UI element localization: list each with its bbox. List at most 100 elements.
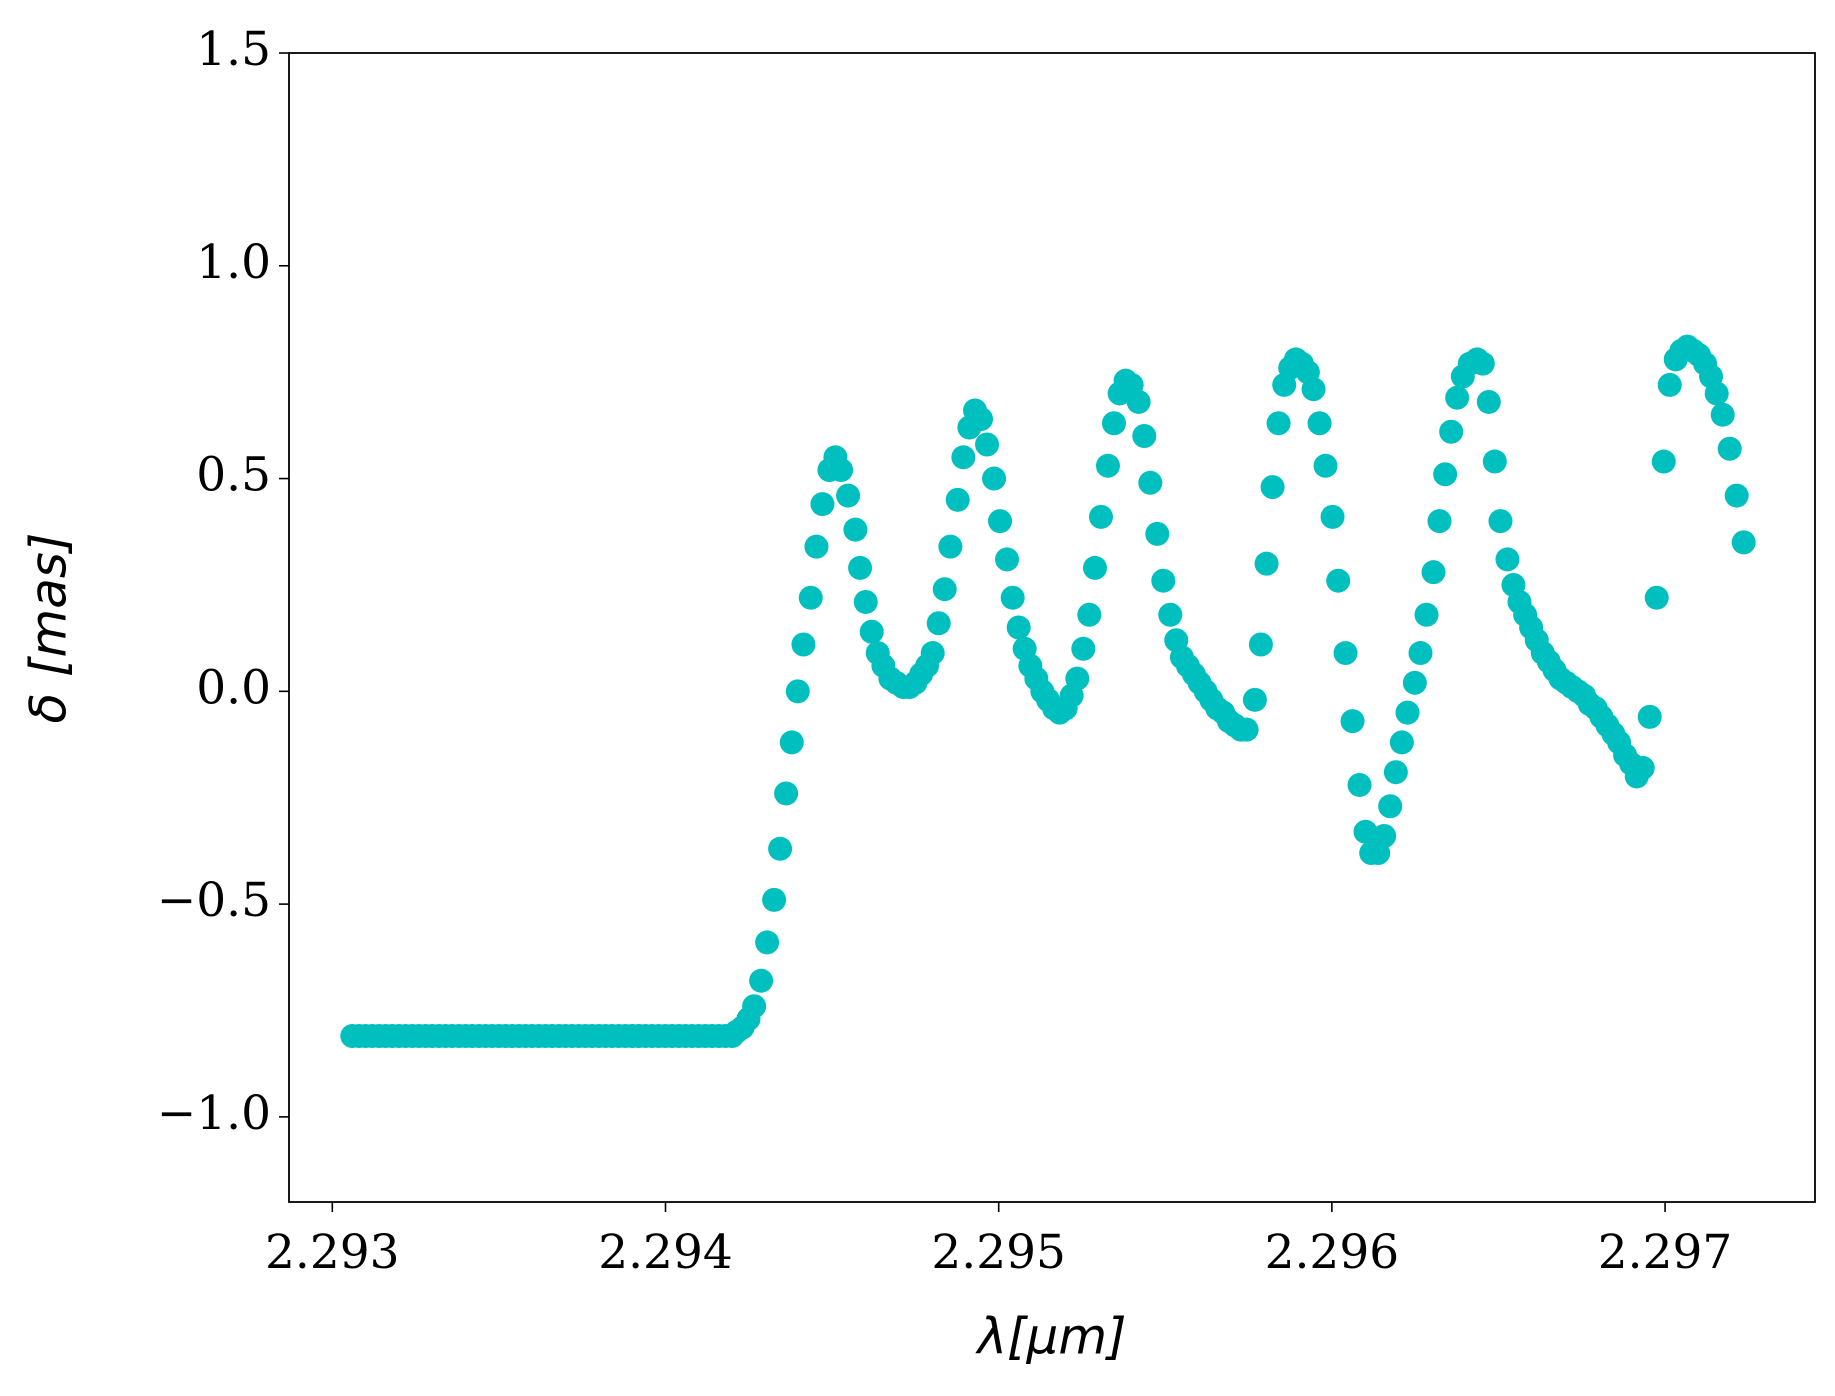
point: [1071, 636, 1096, 661]
point: [1333, 641, 1358, 666]
point: [843, 517, 868, 542]
point: [1395, 700, 1420, 725]
point: [951, 445, 976, 470]
point: [1724, 483, 1749, 508]
point: [1260, 475, 1285, 500]
point: [1065, 666, 1090, 691]
point: [1326, 568, 1351, 593]
x-axis-label: λ[μm]: [974, 1308, 1126, 1366]
point: [1353, 819, 1378, 844]
point: [1000, 585, 1025, 610]
point: [1234, 717, 1259, 742]
point: [774, 781, 799, 806]
point: [1307, 411, 1332, 436]
y-tick-label: 0.5: [196, 448, 271, 503]
y-tick-label: −0.5: [157, 873, 271, 928]
point: [1637, 704, 1662, 729]
y-tick-label: 1.5: [196, 22, 271, 77]
point: [1340, 709, 1365, 734]
point: [1126, 389, 1151, 414]
point: [836, 483, 861, 508]
point: [1145, 521, 1170, 546]
point: [920, 641, 945, 666]
point: [785, 679, 810, 704]
point: [853, 589, 878, 614]
point: [1427, 509, 1452, 534]
x-tick-label: 2.294: [598, 1225, 733, 1280]
point: [749, 968, 774, 993]
point: [1445, 385, 1470, 410]
point: [926, 611, 951, 636]
point: [1389, 730, 1414, 755]
y-tick-label: 1.0: [196, 235, 271, 290]
point: [762, 887, 787, 912]
point: [1731, 530, 1756, 555]
y-tick-label: −1.0: [157, 1086, 271, 1141]
x-tick-label: 2.295: [931, 1225, 1066, 1280]
point: [1082, 555, 1107, 580]
point: [1248, 632, 1273, 657]
point: [1158, 602, 1183, 627]
point: [1488, 509, 1513, 534]
point: [938, 534, 963, 559]
point: [1439, 419, 1464, 444]
point: [982, 466, 1007, 491]
y-axis-label: δ [mas]: [20, 533, 78, 724]
point: [810, 492, 835, 517]
point: [848, 555, 873, 580]
point: [1254, 551, 1279, 576]
x-tick-label: 2.296: [1265, 1225, 1400, 1280]
point: [1088, 504, 1113, 529]
point: [1378, 794, 1403, 819]
point: [755, 930, 780, 955]
point: [791, 632, 816, 657]
point: [1476, 389, 1501, 414]
point: [1320, 504, 1345, 529]
point: [1414, 602, 1439, 627]
point: [1704, 381, 1729, 406]
point: [1132, 424, 1157, 448]
point: [1006, 615, 1031, 640]
point: [1644, 585, 1669, 610]
point: [742, 994, 767, 1019]
x-tick-label: 2.297: [1598, 1225, 1733, 1280]
point: [1408, 641, 1433, 666]
point: [1482, 449, 1507, 474]
point: [1717, 436, 1742, 461]
point: [932, 577, 957, 602]
point: [1101, 411, 1126, 436]
point: [1242, 687, 1267, 712]
point: [1630, 755, 1655, 780]
y-tick-label: 0.0: [196, 660, 271, 715]
point: [975, 432, 1000, 457]
point: [1372, 824, 1397, 849]
point: [1710, 402, 1735, 427]
point: [995, 547, 1020, 572]
point: [1470, 351, 1495, 376]
point: [1301, 377, 1326, 402]
point: [1138, 470, 1163, 495]
point: [1402, 670, 1427, 695]
point: [768, 836, 793, 861]
point: [1495, 547, 1520, 572]
point: [829, 458, 854, 483]
point: [988, 509, 1013, 534]
point: [945, 487, 970, 512]
point: [1313, 453, 1338, 478]
point: [804, 534, 829, 559]
point: [779, 730, 804, 755]
point: [1433, 462, 1458, 487]
x-tick-label: 2.293: [265, 1225, 400, 1280]
point: [859, 619, 884, 644]
point: [1077, 602, 1102, 627]
point: [1383, 760, 1408, 785]
point: [969, 406, 994, 431]
point: [1266, 411, 1291, 436]
point: [1347, 772, 1372, 797]
point: [1421, 560, 1446, 585]
point: [798, 585, 823, 610]
point: [1095, 453, 1120, 478]
plot-frame: [288, 52, 1816, 1203]
point: [1657, 372, 1682, 397]
